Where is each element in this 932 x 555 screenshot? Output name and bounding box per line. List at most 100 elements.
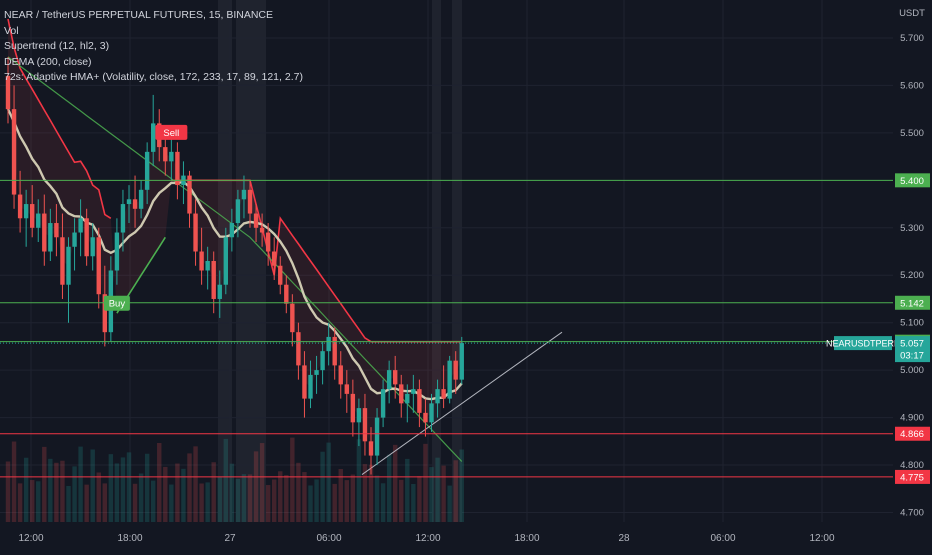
volume-bar bbox=[423, 443, 428, 522]
candle-body bbox=[151, 123, 156, 152]
volume-bar bbox=[344, 480, 349, 522]
volume-bar bbox=[320, 451, 325, 522]
volume-bar bbox=[284, 475, 289, 522]
candle-body bbox=[241, 189, 247, 200]
candle-body bbox=[326, 336, 331, 352]
indicator-vol[interactable]: Vol bbox=[4, 24, 19, 37]
volume-bar bbox=[374, 475, 380, 522]
volume-bar bbox=[229, 463, 235, 522]
signals: Sell Buy bbox=[103, 124, 188, 311]
volume-bar bbox=[453, 460, 458, 522]
volume-bar bbox=[411, 483, 416, 522]
candle-body bbox=[90, 237, 95, 257]
candle-body bbox=[114, 232, 120, 271]
candle-body bbox=[229, 223, 235, 238]
candle-body bbox=[459, 343, 464, 380]
volume-bar bbox=[290, 437, 295, 522]
volume-bar bbox=[144, 453, 150, 522]
candle-body bbox=[5, 75, 11, 110]
symbol-title: NEAR / TetherUS PERPETUAL FUTURES, 15, B… bbox=[4, 9, 273, 21]
candle-body bbox=[308, 374, 313, 399]
volume-bars bbox=[5, 437, 464, 522]
volume-bar bbox=[405, 458, 410, 522]
level-tag-label: 5.400 bbox=[900, 176, 924, 187]
time-tick-label: 06:00 bbox=[710, 533, 735, 544]
level-tag bbox=[895, 173, 930, 188]
volume-bar bbox=[278, 471, 283, 522]
signal-sell-badge bbox=[155, 124, 188, 140]
candle-body bbox=[290, 303, 295, 333]
volume-bar bbox=[399, 479, 404, 522]
indicator-supertrend[interactable]: Supertrend (12, hl2, 3) bbox=[4, 40, 110, 52]
signal-buy-badge bbox=[103, 295, 130, 311]
candle-body bbox=[447, 360, 452, 399]
candle-body bbox=[126, 199, 132, 205]
volume-bar bbox=[338, 469, 343, 522]
candle-body bbox=[259, 227, 265, 233]
price-tick-label: 5.100 bbox=[900, 318, 924, 329]
volume-bar bbox=[169, 484, 174, 522]
candle-body bbox=[405, 393, 410, 404]
volume-bar bbox=[356, 439, 362, 522]
candle-body bbox=[138, 189, 144, 209]
candle-body bbox=[169, 151, 174, 162]
ahma-line bbox=[6, 108, 463, 401]
volume-bar bbox=[332, 483, 337, 522]
candle-body bbox=[362, 408, 368, 442]
candle-body bbox=[332, 336, 337, 366]
candle-body bbox=[338, 365, 343, 385]
price-tick-label: 5.600 bbox=[900, 80, 924, 91]
symbol-tag-label: NEARUSDTPERP bbox=[826, 339, 900, 349]
time-tick-label: 12:00 bbox=[415, 533, 440, 544]
indicator-dema[interactable]: DEMA (200, close) bbox=[4, 55, 92, 68]
volume-bar bbox=[66, 485, 71, 522]
candle-body bbox=[211, 261, 216, 299]
candle-body bbox=[344, 384, 349, 394]
candle-body bbox=[132, 199, 138, 209]
volume-bar bbox=[181, 468, 186, 522]
supertrend-down-line bbox=[7, 18, 112, 219]
dema-line bbox=[7, 56, 463, 462]
level-tag-label: 4.775 bbox=[900, 472, 924, 483]
volume-bar bbox=[435, 457, 440, 522]
price-tick-label: 5.000 bbox=[900, 365, 924, 376]
volume-bar bbox=[217, 477, 222, 522]
volume-bar bbox=[441, 465, 446, 522]
volume-bar bbox=[393, 444, 398, 522]
price-tick-label: 5.500 bbox=[900, 128, 924, 139]
candle-body bbox=[284, 284, 289, 304]
candle-body bbox=[386, 370, 392, 390]
last-price-tag bbox=[895, 336, 930, 363]
time-tick-label: 12:00 bbox=[18, 533, 43, 544]
price-axis-bg bbox=[893, 0, 932, 522]
price-tick-label: 4.800 bbox=[900, 460, 924, 471]
trend-line bbox=[361, 331, 563, 475]
candle-body bbox=[302, 365, 307, 399]
time-tick-label: 18:00 bbox=[117, 533, 142, 544]
time-axis: 12:00 18:00 27 06:00 12:00 18:00 28 06:00 12:00 bbox=[0, 522, 932, 550]
candle-body bbox=[205, 261, 210, 271]
candle-body bbox=[30, 204, 35, 228]
volume-bar bbox=[272, 479, 277, 522]
time-tick-label: 12:00 bbox=[809, 533, 834, 544]
volume-bar bbox=[138, 473, 144, 522]
candle-body bbox=[368, 441, 374, 456]
candle-body bbox=[417, 389, 422, 413]
candle-body bbox=[96, 237, 101, 295]
volume-bar bbox=[30, 480, 35, 522]
indicator-ahma[interactable]: 72s: Adaptive HMA+ (Volatility, close, 1… bbox=[4, 71, 303, 83]
volume-bar bbox=[78, 446, 83, 522]
volume-bar bbox=[205, 482, 210, 522]
candle-body bbox=[17, 194, 23, 219]
volume-bar bbox=[42, 446, 47, 522]
volume-bar bbox=[36, 481, 41, 522]
volume-bar bbox=[459, 449, 464, 522]
price-tick-label: 4.700 bbox=[900, 508, 924, 519]
candle-body bbox=[265, 232, 271, 252]
candle-body bbox=[102, 294, 107, 333]
price-tick-label: 5.200 bbox=[900, 270, 924, 281]
volume-bar bbox=[314, 479, 319, 522]
volume-bar bbox=[17, 483, 23, 522]
